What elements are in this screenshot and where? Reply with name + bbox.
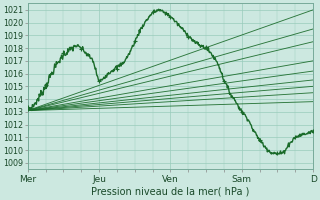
X-axis label: Pression niveau de la mer( hPa ): Pression niveau de la mer( hPa ) (91, 187, 250, 197)
